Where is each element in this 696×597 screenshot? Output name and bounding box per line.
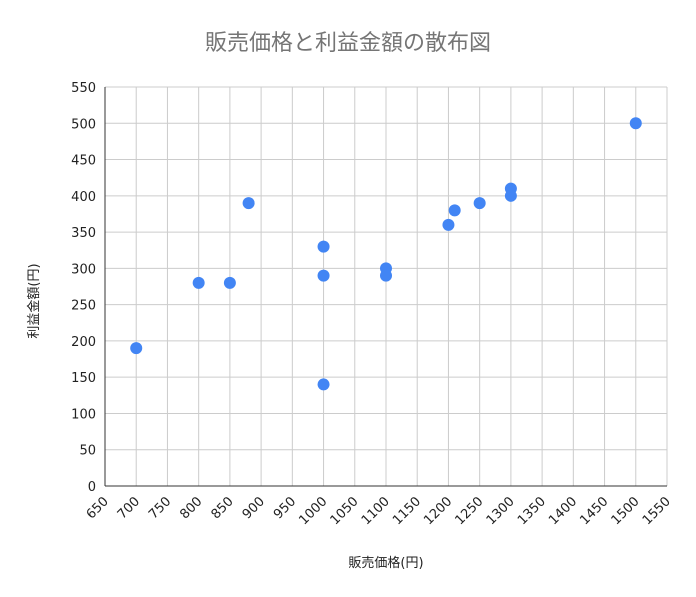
data-point [192, 276, 205, 289]
x-tick-label: 700 [115, 494, 143, 522]
x-tick-label: 800 [177, 494, 205, 522]
y-tick-label: 250 [71, 299, 96, 314]
x-tick-label: 1050 [328, 494, 362, 528]
chart-title: 販売価格と利益金額の散布図 [205, 31, 491, 56]
grid [105, 86, 668, 486]
y-tick-label: 100 [71, 407, 96, 422]
data-point [130, 342, 143, 355]
x-tick-label: 950 [271, 494, 299, 522]
x-tick-label: 1450 [577, 494, 611, 528]
y-tick-label: 50 [79, 444, 96, 459]
y-tick-label: 450 [71, 154, 96, 169]
x-tick-label: 1400 [546, 494, 580, 528]
x-tick-label: 1000 [296, 494, 330, 528]
y-tick-label: 0 [88, 480, 96, 495]
data-point [242, 197, 255, 210]
data-point [317, 378, 330, 391]
y-tick-label: 400 [71, 190, 96, 205]
y-tick-label: 550 [71, 81, 96, 96]
x-tick-label: 900 [240, 494, 268, 522]
x-tick-label: 1200 [421, 494, 455, 528]
y-tick-label: 350 [71, 226, 96, 241]
data-points [130, 117, 642, 391]
x-tick-label: 1350 [515, 494, 549, 528]
data-point [629, 117, 642, 130]
x-tick-label: 650 [84, 494, 112, 522]
x-tick-label: 1300 [484, 494, 518, 528]
data-point [504, 189, 517, 202]
y-tick-label: 300 [71, 262, 96, 277]
data-point [473, 197, 486, 210]
x-tick-label: 1550 [640, 494, 674, 528]
y-tick-label: 500 [71, 117, 96, 132]
x-tick-label: 1500 [609, 494, 643, 528]
data-point [380, 269, 392, 282]
x-tick-label: 750 [146, 494, 174, 522]
data-point [317, 240, 330, 253]
x-tick-label: 1250 [452, 494, 486, 528]
y-tick-label: 150 [71, 371, 96, 386]
y-axis-title: 利益金額(円) [26, 263, 42, 338]
data-point [223, 276, 236, 289]
x-axis-title: 販売価格(円) [348, 555, 423, 571]
x-tick-label: 850 [209, 494, 237, 522]
data-point [317, 269, 330, 282]
x-tick-label: 1100 [359, 494, 393, 528]
y-tick-label: 200 [71, 335, 96, 350]
x-tick-label: 1150 [390, 494, 424, 528]
data-point [442, 218, 455, 231]
data-point [448, 204, 461, 217]
